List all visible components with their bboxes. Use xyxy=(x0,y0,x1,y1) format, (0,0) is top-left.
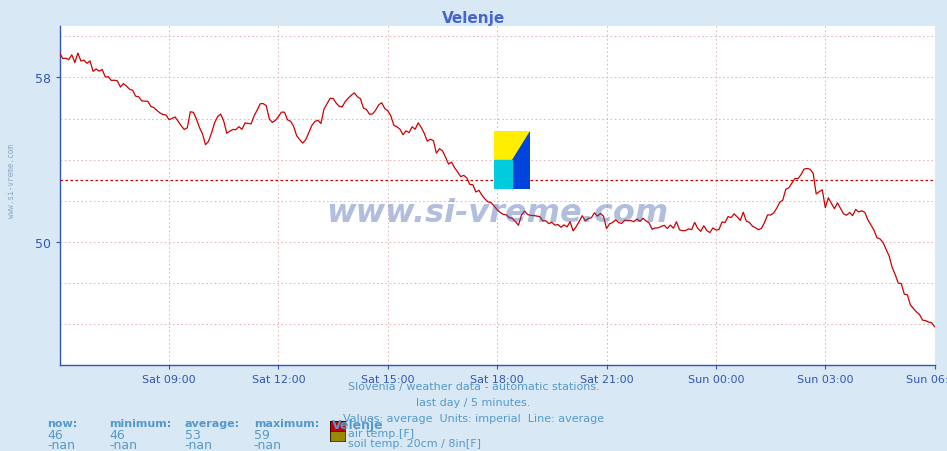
Text: 59: 59 xyxy=(254,428,270,442)
Text: soil temp. 20cm / 8in[F]: soil temp. 20cm / 8in[F] xyxy=(348,438,481,448)
Text: 46: 46 xyxy=(47,428,63,442)
Text: www.si-vreme.com: www.si-vreme.com xyxy=(326,198,669,229)
Polygon shape xyxy=(493,132,530,189)
Text: minimum:: minimum: xyxy=(109,419,171,428)
Text: www.si-vreme.com: www.si-vreme.com xyxy=(7,143,16,217)
Text: average:: average: xyxy=(185,419,240,428)
Polygon shape xyxy=(493,132,530,189)
Text: Velenje: Velenje xyxy=(442,11,505,26)
Text: -nan: -nan xyxy=(47,438,76,451)
Text: Values: average  Units: imperial  Line: average: Values: average Units: imperial Line: av… xyxy=(343,413,604,423)
Text: -nan: -nan xyxy=(109,438,137,451)
Text: maximum:: maximum: xyxy=(254,419,319,428)
Text: Velenje: Velenje xyxy=(331,419,384,432)
Text: -nan: -nan xyxy=(185,438,213,451)
Text: last day / 5 minutes.: last day / 5 minutes. xyxy=(417,397,530,407)
Text: 53: 53 xyxy=(185,428,201,442)
Text: -nan: -nan xyxy=(254,438,282,451)
Text: Slovenia / weather data - automatic stations.: Slovenia / weather data - automatic stat… xyxy=(348,381,599,391)
Text: air temp.[F]: air temp.[F] xyxy=(348,428,415,438)
Polygon shape xyxy=(493,161,512,189)
Text: now:: now: xyxy=(47,419,78,428)
Text: 46: 46 xyxy=(109,428,125,442)
